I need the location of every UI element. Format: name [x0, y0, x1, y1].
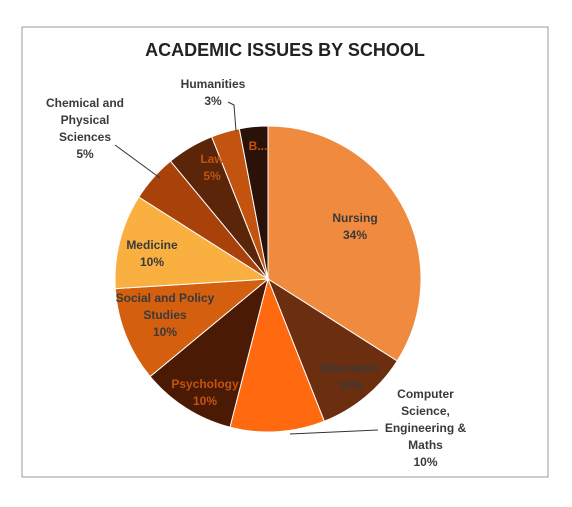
value-label: 3%	[204, 94, 222, 108]
pie-slice	[267, 125, 422, 362]
slice-label: Computer Science, Engineering & Maths 10%	[378, 386, 473, 471]
value-label: 10%	[337, 378, 363, 392]
category-label: Social and Policy Studies	[115, 291, 215, 322]
slice-label: Nursing 34%	[315, 210, 395, 244]
slice-label: Education 10%	[315, 360, 385, 394]
leader-line	[114, 144, 161, 179]
pie-slice	[229, 277, 325, 433]
category-label: Nursing	[332, 211, 378, 225]
category-label: Chemical and Physical Sciences	[45, 96, 125, 144]
slice-label: Medicine 10%	[117, 237, 187, 271]
category-label: Psychology	[171, 377, 239, 391]
slice-label: Humanities 3%	[168, 76, 258, 110]
value-label: 10%	[192, 394, 218, 408]
pie-slice	[149, 277, 269, 428]
value-label: 10%	[152, 325, 178, 339]
category-label: Education	[320, 361, 379, 375]
pie-slice	[114, 278, 270, 378]
category-label: Medicine	[126, 238, 178, 252]
value-label: 34%	[342, 228, 368, 242]
value-label: 5%	[76, 147, 94, 161]
pie-slice	[238, 125, 269, 280]
leader-line	[289, 429, 379, 435]
category-label: B...	[248, 139, 268, 153]
pie-slice	[114, 196, 270, 290]
value-label: 10%	[413, 455, 438, 469]
pie-slice	[266, 277, 398, 422]
slice-label: Law 5%	[192, 151, 232, 185]
value-label: 10%	[139, 255, 165, 269]
category-label: Humanities	[180, 77, 246, 91]
category-label: Computer Science, Engineering & Maths	[384, 387, 467, 452]
pie	[114, 125, 422, 433]
category-label: Law	[200, 152, 224, 166]
slice-label: B...	[246, 138, 270, 155]
slice-label: Psychology 10%	[165, 376, 245, 410]
slice-label: Social and Policy Studies 10%	[115, 290, 215, 341]
slice-label: Chemical and Physical Sciences 5%	[35, 95, 135, 163]
value-label: 5%	[203, 169, 221, 183]
chart-title: ACADEMIC ISSUES BY SCHOOL	[145, 40, 425, 60]
leader-line	[227, 101, 237, 132]
